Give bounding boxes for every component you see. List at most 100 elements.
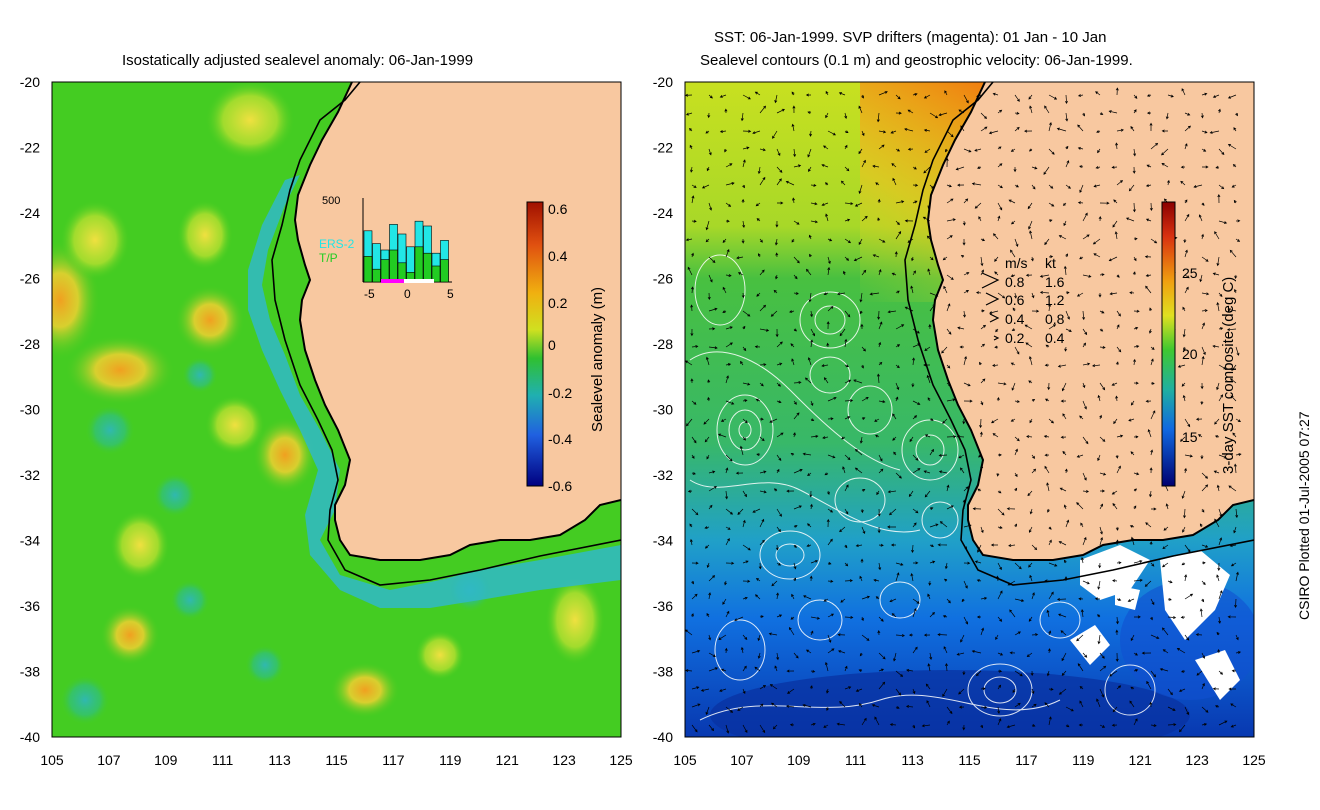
velocity-arrow <box>861 269 867 276</box>
velocity-arrow <box>774 238 778 246</box>
velocity-arrow <box>691 436 697 444</box>
velocity-arrow <box>1097 394 1101 402</box>
velocity-arrow <box>858 669 863 673</box>
velocity-arrow <box>707 379 711 384</box>
velocity-arrow <box>912 522 917 528</box>
velocity-arrow <box>1077 124 1084 132</box>
velocity-arrow <box>1226 328 1237 332</box>
velocity-arrow <box>759 436 765 442</box>
velocity-arrow <box>1133 94 1138 99</box>
velocity-arrow <box>892 413 897 420</box>
right-ytick--22: -22 <box>653 140 673 156</box>
velocity-arrow <box>853 379 863 384</box>
velocity-arrow <box>960 467 965 474</box>
velocity-arrow <box>977 544 982 553</box>
velocity-arrow <box>691 184 697 188</box>
velocity-arrow <box>809 490 813 498</box>
velocity-arrow <box>725 561 735 565</box>
velocity-arrow <box>895 324 905 330</box>
velocity-arrow <box>874 716 880 726</box>
velocity-arrow <box>971 182 982 186</box>
velocity-arrow <box>895 706 900 709</box>
velocity-arrow <box>1183 346 1186 351</box>
velocity-arrow <box>793 148 797 158</box>
velocity-arrow <box>821 164 829 168</box>
velocity-arrow <box>963 616 969 625</box>
velocity-arrow <box>924 346 931 351</box>
velocity-arrow <box>1116 685 1122 690</box>
velocity-arrow <box>861 717 867 726</box>
velocity-arrow <box>1162 562 1169 568</box>
velocity-arrow <box>708 202 713 211</box>
velocity-arrow <box>1201 484 1209 492</box>
velocity-arrow <box>1026 435 1033 439</box>
velocity-arrow <box>1214 435 1220 438</box>
velocity-arrow <box>1195 417 1203 421</box>
velocity-arrow <box>1133 488 1138 492</box>
velocity-arrow <box>720 418 727 422</box>
velocity-arrow <box>1014 631 1021 636</box>
velocity-arrow <box>1201 598 1205 603</box>
legend-arrow-0.8 <box>981 272 1000 289</box>
velocity-arrow <box>878 341 882 348</box>
velocity-arrow <box>1235 346 1240 356</box>
velocity-arrow <box>737 706 744 711</box>
velocity-arrow <box>941 346 948 354</box>
velocity-arrow <box>740 646 744 654</box>
right-ytick--34: -34 <box>653 533 673 549</box>
velocity-arrow <box>878 269 882 276</box>
velocity-arrow <box>1216 382 1220 391</box>
velocity-arrow <box>997 669 1003 673</box>
velocity-arrow <box>827 454 836 459</box>
velocity-arrow <box>861 130 865 137</box>
inset-bar-tp <box>431 265 441 283</box>
velocity-arrow <box>1163 526 1169 531</box>
velocity-arrow <box>844 615 854 619</box>
velocity-arrow <box>1046 670 1050 677</box>
velocity-arrow <box>759 724 766 734</box>
velocity-arrow <box>1231 184 1237 188</box>
velocity-arrow <box>1031 292 1035 299</box>
velocity-arrow <box>1048 219 1053 223</box>
velocity-arrow <box>1184 454 1193 458</box>
velocity-arrow <box>1076 292 1084 297</box>
velocity-arrow <box>946 484 950 492</box>
velocity-arrow <box>844 508 849 515</box>
left-ytick--24: -24 <box>20 205 40 221</box>
velocity-arrow <box>742 436 747 441</box>
velocity-arrow <box>929 560 936 564</box>
velocity-arrow <box>742 382 751 386</box>
velocity-arrow <box>861 159 866 168</box>
velocity-arrow <box>957 326 965 330</box>
velocity-arrow <box>691 703 701 708</box>
velocity-arrow <box>908 490 914 498</box>
velocity-arrow <box>769 684 778 690</box>
velocity-arrow <box>963 399 973 403</box>
velocity-arrow <box>938 453 948 457</box>
velocity-arrow <box>1214 418 1220 425</box>
velocity-arrow <box>741 292 745 299</box>
velocity-arrow <box>844 579 853 583</box>
velocity-arrow <box>929 523 939 528</box>
velocity-arrow <box>1099 472 1107 476</box>
velocity-arrow <box>1115 652 1119 662</box>
velocity-arrow <box>844 218 851 222</box>
velocity-arrow <box>1030 670 1034 677</box>
velocity-arrow <box>927 397 931 402</box>
velocity-arrow <box>1180 165 1186 169</box>
velocity-arrow <box>1080 557 1084 564</box>
velocity-arrow <box>910 572 914 582</box>
left-panel-title: Isostatically adjusted sealevel anomaly:… <box>122 52 474 69</box>
legend-arrow-0.6 <box>985 292 1000 306</box>
velocity-arrow <box>912 200 918 204</box>
velocity-arrow <box>1200 454 1204 460</box>
velocity-arrow <box>962 724 966 731</box>
velocity-arrow <box>871 704 880 708</box>
velocity-arrow <box>1149 467 1153 474</box>
velocity-arrow <box>946 505 954 510</box>
velocity-arrow <box>877 630 881 636</box>
velocity-arrow <box>938 112 948 117</box>
velocity-arrow <box>827 579 834 583</box>
velocity-arrow <box>929 112 939 119</box>
velocity-arrow <box>1082 342 1087 348</box>
